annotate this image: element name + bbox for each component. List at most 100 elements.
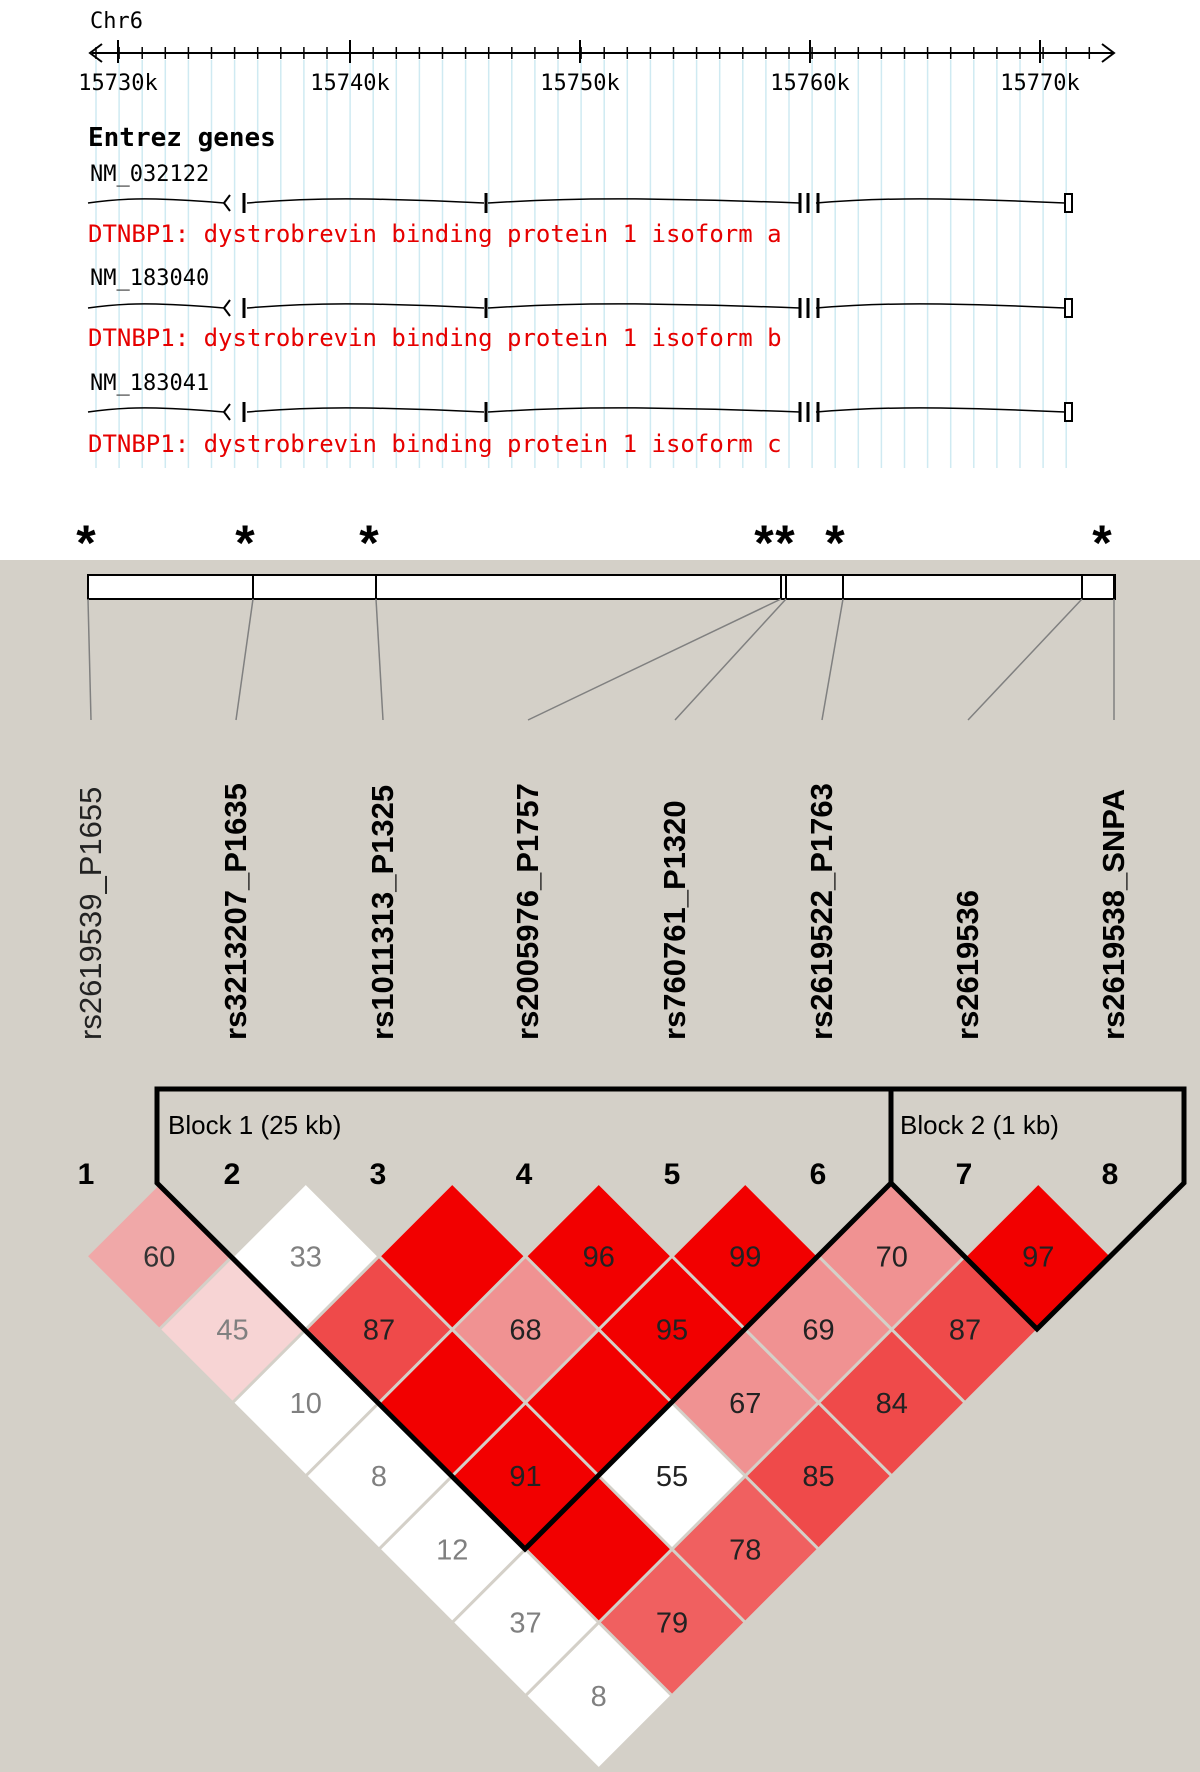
ld-value: 8 [371,1461,387,1493]
intron-line [87,198,225,204]
ld-value: 68 [509,1315,541,1347]
block-2-label: Block 2 (1 kb) [900,1110,1059,1140]
snp-name: rs2619539_P1655 [73,787,108,1040]
exon-utr [1064,193,1073,213]
ruler-left-arrow [88,43,103,63]
ruler-right-arrow [1101,43,1116,63]
intron-line [87,407,225,413]
marker-index: 8 [1102,1158,1119,1191]
block-1-label: Block 1 (25 kb) [168,1110,341,1140]
ld-value: 69 [802,1315,834,1347]
ld-value: 78 [729,1534,761,1566]
intron-line [246,407,485,413]
ld-value: 45 [216,1315,248,1347]
ld-value: 99 [729,1241,761,1273]
exon [242,402,246,422]
intron-line [246,198,485,204]
intron-line [815,303,1066,309]
snp-star: * [825,515,845,571]
exon [816,298,820,318]
transcript-a: NM_032122 DTNBP1: dystrobrevin binding p… [87,162,1073,248]
exon [242,298,246,318]
snp-name: rs2619538_SNPA [1096,789,1131,1040]
exon-utr [1064,298,1073,318]
snp-connector-line [375,598,384,721]
marker-index: 4 [516,1158,533,1191]
transcript-description: DTNBP1: dystrobrevin binding protein 1 i… [88,430,782,458]
marker-index: 5 [664,1158,681,1191]
marker-index-labels: 1 2 3 4 5 6 7 8 [78,1158,1119,1191]
ruler-tick-label: 15730k [78,71,157,96]
snp-name: rs1011313_P1325 [365,785,400,1040]
transcript-b: NM_183040 DTNBP1: dystrobrevin binding p… [87,266,1073,352]
exon [484,402,488,422]
genome-browser-panel [0,0,1200,560]
snp-connector-line [527,598,782,721]
exon [798,402,802,422]
transcript-accession: NM_183041 [90,371,209,396]
snp-connector-line [967,598,1083,721]
intron-line [487,198,801,204]
transcript-description: DTNBP1: dystrobrevin binding protein 1 i… [88,324,782,352]
block-1-outline [154,1086,894,1553]
strand-arrow [222,299,231,317]
snp-star: * [1092,515,1112,571]
browser-gridlines [95,60,1067,468]
snp-bar-track [87,574,1116,600]
marker-index: 7 [956,1158,973,1191]
snp-position-bar [87,574,1116,721]
chromosome-label: Chr6 [90,9,143,34]
transcript-c: NM_183041 DTNBP1: dystrobrevin binding p… [87,371,1073,458]
transcript-accession: NM_183040 [90,266,209,291]
ld-value: 55 [656,1461,688,1493]
ld-value: 87 [949,1315,981,1347]
ld-value: 8 [591,1681,607,1713]
intron-line [815,198,1066,204]
haplotype-blocks: Block 1 (25 kb) Block 2 (1 kb) [154,1086,1187,1553]
transcript-track: NM_032122 DTNBP1: dystrobrevin binding p… [87,162,1073,458]
ruler-tick-label: 15770k [1000,71,1079,96]
snp-name: rs2619536 [950,890,985,1040]
ld-value: 84 [876,1388,908,1420]
ld-value: 79 [656,1608,688,1640]
exon [798,193,802,213]
gene-model [87,298,1073,318]
ld-value: 97 [1022,1241,1054,1273]
snp-name: rs2619522_P1763 [804,783,839,1040]
marker-index: 1 [78,1158,95,1191]
exon [816,402,820,422]
transcript-description: DTNBP1: dystrobrevin binding protein 1 i… [88,220,782,248]
exon [484,193,488,213]
exon [806,298,810,318]
ld-value: 87 [363,1315,395,1347]
ruler-tick-label: 15750k [540,71,619,96]
ld-heatmap: 60 33 96 99 70 97 45 87 68 95 69 87 10 67 84 8 91 55 85 12 7… [83,1180,1114,1772]
strand-arrow [222,403,231,421]
ruler-tick-label: 15740k [310,71,389,96]
snp-star: * [775,515,795,571]
gene-model [87,402,1073,422]
ld-value: 60 [143,1241,175,1273]
snp-connector-line [674,598,787,721]
intron-line [246,303,485,309]
ld-value: 37 [509,1608,541,1640]
intron-line [87,303,225,309]
exon-utr [1064,402,1073,422]
ld-value: 70 [876,1241,908,1273]
ld-value: 85 [802,1461,834,1493]
snp-stars: * * * * * * * [76,515,1112,571]
marker-index: 2 [224,1158,241,1191]
exon [242,193,246,213]
intron-line [487,407,801,413]
gene-model [87,193,1073,213]
ld-cell [523,1620,675,1772]
exon [806,193,810,213]
ld-value: 12 [436,1534,468,1566]
block-2-outline [888,1086,1187,1333]
track-title: Entrez genes [88,123,276,153]
marker-index: 3 [370,1158,387,1191]
snp-star: * [76,515,96,571]
snp-star: * [359,515,379,571]
snp-name-labels: rs2619539_P1655 rs3213207_P1635 rs1011313_… [73,783,1131,1040]
